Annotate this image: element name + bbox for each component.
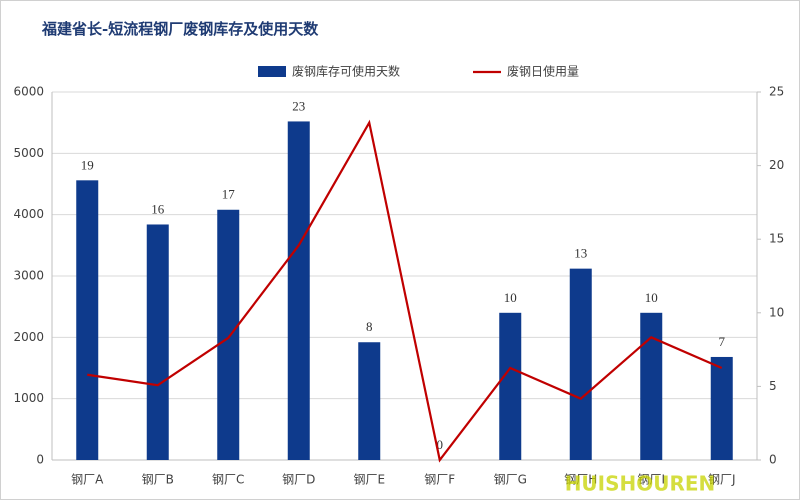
data-label: 13 <box>574 246 587 261</box>
x-tick-label: 钢厂C <box>212 473 244 487</box>
x-tick-label: 钢厂B <box>142 473 174 487</box>
legend-swatch <box>258 66 286 77</box>
data-label: 10 <box>645 290 658 305</box>
y2-tick-label: 5 <box>769 379 777 393</box>
watermark: HUISHOUREN <box>565 472 716 496</box>
data-label: 0 <box>437 437 444 452</box>
y2-tick-label: 20 <box>769 158 784 172</box>
bar <box>76 180 99 460</box>
data-label: 8 <box>366 319 373 334</box>
bar <box>640 312 663 460</box>
y2-tick-label: 0 <box>769 453 777 467</box>
bar <box>358 342 381 460</box>
data-label: 19 <box>81 157 94 172</box>
data-label: 17 <box>222 187 236 202</box>
y-tick-label: 3000 <box>13 269 44 283</box>
x-tick-label: 钢厂G <box>494 473 527 487</box>
chart-title: 福建省长-短流程钢厂废钢库存及使用天数 <box>41 20 319 38</box>
x-tick-label: 钢厂E <box>353 473 385 487</box>
x-tick-label: 钢厂F <box>424 473 455 487</box>
y2-tick-label: 10 <box>769 305 784 319</box>
x-tick-label: 钢厂I <box>637 473 665 487</box>
y2-tick-label: 15 <box>769 232 784 246</box>
x-tick-label: 钢厂A <box>71 473 104 487</box>
line <box>87 119 723 463</box>
x-tick-label: 钢厂D <box>282 473 315 487</box>
y-tick-label: 0 <box>36 453 44 467</box>
y-tick-label: 5000 <box>13 146 44 160</box>
y-tick-label: 1000 <box>13 391 44 405</box>
legend-label: 废钢库存可使用天数 <box>292 64 400 79</box>
bar <box>569 268 592 460</box>
y-tick-label: 4000 <box>13 207 44 221</box>
bar <box>217 209 240 460</box>
y-tick-label: 2000 <box>13 330 44 344</box>
data-label: 7 <box>719 334 726 349</box>
bar <box>146 224 169 460</box>
x-tick-label: 钢厂H <box>564 473 597 487</box>
y-tick-label: 6000 <box>13 85 44 99</box>
legend-label: 废钢日使用量 <box>507 64 579 79</box>
bar <box>499 312 522 460</box>
data-label: 23 <box>292 98 305 113</box>
data-label: 16 <box>151 201 165 216</box>
y2-tick-label: 25 <box>769 85 784 99</box>
bar <box>287 121 310 460</box>
x-tick-label: 钢厂J <box>708 473 736 487</box>
data-label: 10 <box>504 290 517 305</box>
bar <box>710 356 733 460</box>
